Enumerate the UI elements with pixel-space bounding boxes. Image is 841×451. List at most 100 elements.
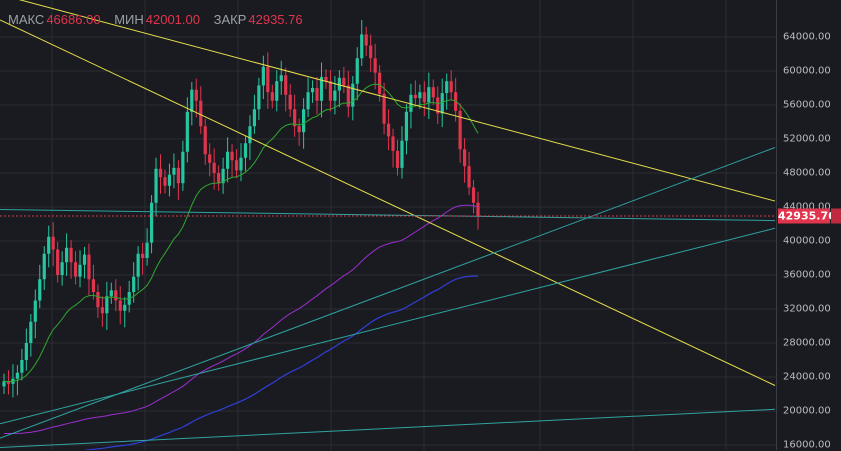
candle-body: [33, 300, 37, 322]
candle-body: [293, 109, 297, 127]
candle-body: [315, 88, 319, 101]
trendline-1: [0, 19, 776, 386]
high-value: 46686.00: [46, 12, 101, 27]
candle-body: [109, 290, 113, 297]
price-axis[interactable]: [776, 0, 841, 450]
candle-body: [440, 93, 444, 114]
candle-body: [302, 109, 306, 133]
candle-body: [15, 372, 20, 379]
candle-body: [467, 166, 471, 188]
candle-body: [29, 321, 33, 343]
candle-body: [87, 254, 91, 280]
candle-body: [73, 262, 78, 277]
candle-body: [436, 97, 440, 114]
candle-body: [221, 168, 225, 184]
candle-body: [132, 276, 136, 292]
candle-body: [284, 75, 288, 95]
candle-body: [471, 187, 476, 203]
candle-body: [337, 77, 341, 91]
ma-mid-line: [4, 204, 479, 434]
candle-body: [248, 126, 252, 144]
candle-body: [239, 157, 243, 171]
candle-body: [252, 109, 257, 127]
price-tick-label: 36000.00: [783, 269, 831, 281]
price-tick-label: 20000.00: [783, 405, 831, 417]
candle-body: [176, 167, 180, 184]
candle-body: [167, 174, 172, 186]
price-tick-label: 40000.00: [783, 235, 831, 247]
candle-body: [199, 100, 203, 127]
price-tick-label: 32000.00: [783, 303, 831, 315]
candle-body: [212, 162, 216, 173]
candle-body: [409, 94, 413, 112]
close-label: ЗАКР: [213, 12, 247, 27]
candle-body: [158, 168, 163, 178]
candle-body: [118, 300, 122, 311]
last-price-tag-cap: [831, 208, 841, 224]
candle-body: [324, 76, 328, 82]
candle-body: [24, 343, 28, 360]
candle-body: [378, 72, 382, 94]
last-price-tag: 42935.76: [778, 208, 836, 224]
candle-body: [382, 93, 386, 124]
candle-body: [65, 247, 69, 263]
candle-body: [306, 92, 310, 110]
candle-body: [342, 77, 346, 86]
candle-body: [105, 296, 109, 314]
candle-body: [60, 262, 64, 275]
candle-body: [454, 92, 458, 111]
candle-body: [234, 160, 239, 171]
candle-body: [82, 254, 87, 265]
candle-body: [194, 89, 198, 101]
price-tick-label: 44000.00: [783, 201, 831, 213]
candle-body: [91, 279, 96, 292]
candle-body: [185, 111, 189, 152]
candle-body: [413, 94, 417, 99]
trendline-3: [0, 209, 776, 222]
candle-body: [172, 167, 176, 175]
ma-slow-line: [83, 275, 478, 450]
candle-body: [38, 279, 42, 301]
price-tick-label: 52000.00: [783, 133, 831, 145]
candle-body: [279, 75, 283, 82]
candle-body: [2, 381, 6, 387]
candle-body: [136, 253, 140, 277]
close-value: 42935.76: [248, 12, 303, 27]
price-tick-label: 24000.00: [783, 371, 831, 383]
candle-body: [266, 66, 270, 93]
candle-body: [69, 247, 73, 263]
candle-body: [78, 264, 82, 277]
candle-body: [418, 92, 422, 99]
candle-body: [355, 58, 359, 84]
candle-body: [42, 253, 46, 280]
candle-body: [400, 140, 404, 168]
candle-body: [431, 87, 435, 98]
candle-body: [190, 89, 194, 112]
ohlc-legend: МАКС 46686.00 МИН 42001.00 ЗАКР 42935.76: [8, 12, 313, 27]
candle-body: [319, 76, 324, 101]
candle-body: [96, 292, 100, 308]
candle-body: [360, 34, 364, 59]
candle-body: [141, 253, 145, 258]
candle-body: [449, 81, 453, 93]
candle-body: [230, 151, 234, 161]
candle-body: [51, 236, 55, 250]
trendline-4: [0, 147, 776, 439]
candle-body: [404, 111, 409, 141]
candle-body: [243, 143, 248, 158]
candle-body: [386, 123, 391, 137]
candle-body: [275, 81, 279, 101]
price-tick-label: 16000.00: [783, 439, 831, 451]
candle-body: [47, 236, 51, 254]
candle-body: [217, 173, 221, 184]
candle-body: [123, 304, 127, 311]
candle-body: [181, 151, 185, 184]
candle-body: [208, 154, 212, 163]
price-tick-label: 64000.00: [783, 31, 831, 43]
candle-body: [203, 126, 207, 155]
ma-fast-line: [3, 83, 479, 383]
candle-body: [458, 110, 462, 150]
candle-body: [476, 202, 480, 217]
